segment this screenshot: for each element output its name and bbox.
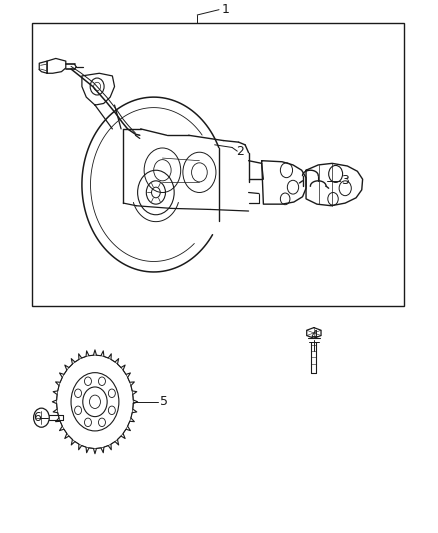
Text: 4: 4: [310, 329, 318, 342]
Text: 1: 1: [222, 3, 230, 16]
Bar: [32, 23, 404, 306]
Text: 5: 5: [160, 395, 168, 408]
Text: 2: 2: [236, 144, 244, 158]
Text: 3: 3: [341, 174, 349, 187]
Text: 6: 6: [33, 411, 41, 424]
